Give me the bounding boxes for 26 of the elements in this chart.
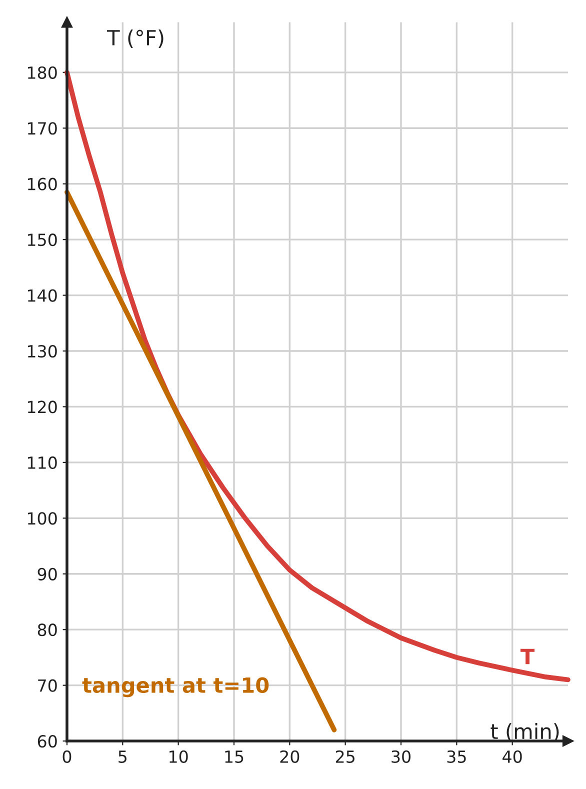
y-tick-label: 180 <box>28 66 57 79</box>
y-tick-label: 150 <box>28 234 57 246</box>
x-axis-title: t (min) <box>490 723 559 742</box>
x-tick-label: 0 <box>62 750 72 763</box>
y-tick-label: 110 <box>28 456 57 469</box>
y-tick-label: 90 <box>38 568 57 580</box>
y-tick-label: 80 <box>38 624 57 636</box>
x-tick-label: 25 <box>336 750 354 763</box>
y-tick-label: 100 <box>28 512 57 525</box>
series-label: tangent at t=10 <box>82 677 269 698</box>
y-tick-label: 130 <box>28 344 57 358</box>
y-tick-label: 70 <box>38 679 57 692</box>
y-tick-label: 120 <box>28 400 57 414</box>
y-tick-label: 60 <box>38 734 57 748</box>
y-tick-label: 160 <box>28 178 57 190</box>
x-tick-label: 40 <box>502 750 522 763</box>
x-tick-label: 20 <box>280 750 300 763</box>
series-label: T <box>520 648 535 664</box>
y-tick-label: 170 <box>28 122 57 135</box>
y-axis-title: T (°F) <box>107 29 164 48</box>
y-tick-label: 140 <box>28 289 57 302</box>
x-tick-label: 15 <box>225 750 244 763</box>
x-tick-label: 30 <box>392 750 410 763</box>
x-tick-label: 10 <box>170 750 188 763</box>
x-tick-label: 5 <box>118 750 126 763</box>
x-tick-label: 35 <box>447 750 466 763</box>
